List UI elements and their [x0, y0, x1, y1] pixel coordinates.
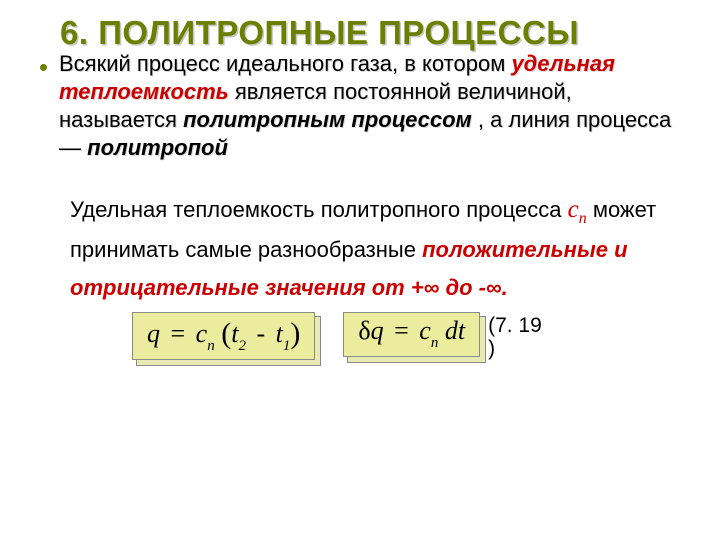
eq1-lp: (: [221, 317, 231, 350]
equation-1-wrap: q = cn (t2 - t1): [132, 312, 315, 360]
eq1-n: n: [207, 338, 215, 354]
bullet-row: Всякий процесс идеального газа, в которо…: [40, 50, 690, 163]
p1-text-d: политропным процессом: [183, 107, 472, 132]
eq2-eq: =: [390, 316, 413, 345]
eq1-rp: ): [290, 317, 300, 350]
eq2-c: c: [419, 316, 431, 345]
bullet-icon: [40, 64, 47, 71]
equation-row: q = cn (t2 - t1) δq = cn dt (7. 19 ): [132, 312, 690, 360]
eq1-c: c: [196, 319, 208, 348]
equation-label: (7. 19 ): [488, 314, 542, 360]
eq2-delta: δ: [358, 316, 370, 345]
p2-text-a: Удельная теплоемкость политропного проце…: [70, 197, 568, 222]
paragraph-1: Всякий процесс идеального газа, в которо…: [59, 50, 690, 163]
equation-1: q = cn (t2 - t1): [132, 312, 315, 360]
eq1-s2: 2: [238, 338, 246, 354]
p2-subscript-n: n: [579, 210, 587, 227]
eq-label-1: (7. 19: [488, 314, 542, 337]
eq1-q: q: [147, 319, 160, 348]
equation-2-wrap: δq = cn dt: [343, 312, 480, 357]
eq2-n: n: [431, 335, 439, 351]
eq2-dt: dt: [445, 316, 465, 345]
eq1-minus: -: [252, 319, 269, 348]
p1-text-a: Всякий процесс идеального газа, в которо…: [59, 51, 511, 76]
p1-text-f: политропой: [87, 135, 228, 160]
slide: 6. ПОЛИТРОПНЫЕ ПРОЦЕССЫ Всякий процесс и…: [0, 0, 720, 540]
slide-title: 6. ПОЛИТРОПНЫЕ ПРОЦЕССЫ: [60, 14, 690, 52]
p2-symbol-c: c: [568, 196, 579, 223]
equation-2: δq = cn dt: [343, 312, 480, 357]
eq2-q: q: [371, 316, 384, 345]
paragraph-2: Удельная теплоемкость политропного проце…: [70, 189, 690, 306]
eq1-eq: =: [167, 319, 190, 348]
eq-label-2: ): [488, 337, 542, 360]
eq1-t1: t: [276, 319, 283, 348]
